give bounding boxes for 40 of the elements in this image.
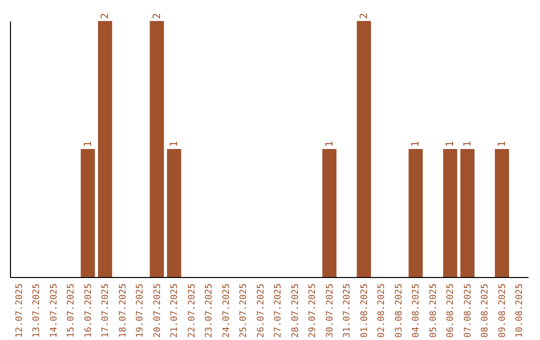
data-label: 2	[152, 12, 163, 19]
data-label: 1	[410, 140, 422, 147]
data-label: 1	[169, 140, 180, 147]
data-label: 1	[445, 140, 456, 147]
x-tick-label: 06.08.2025	[446, 284, 456, 338]
x-tick-label: 29.07.2025	[308, 284, 318, 338]
x-tick-label: 21.07.2025	[170, 284, 180, 338]
x-tick-label: 04.08.2025	[412, 284, 422, 338]
x-tick-label: 15.07.2025	[66, 284, 77, 338]
x-tick-label: 20.07.2025	[152, 284, 163, 338]
x-tick-label: 18.07.2025	[118, 284, 128, 338]
x-tick-label: 13.07.2025	[32, 284, 42, 338]
data-label: 1	[82, 140, 94, 147]
x-tick-label: 05.08.2025	[428, 284, 439, 338]
x-tick-label: 17.07.2025	[101, 284, 112, 338]
data-label: 1	[324, 140, 336, 147]
x-tick-label: 08.08.2025	[480, 284, 491, 338]
x-tick-label: 24.07.2025	[222, 284, 232, 338]
x-tick-label: 31.07.2025	[342, 284, 353, 338]
x-tick-label: 19.07.2025	[136, 284, 146, 338]
data-label: 2	[358, 12, 370, 19]
x-tick-label: 30.07.2025	[325, 284, 336, 338]
x-tick-label: 26.07.2025	[256, 284, 266, 338]
x-tick-label: 22.07.2025	[187, 284, 198, 338]
x-tick-label: 28.07.2025	[290, 284, 301, 338]
x-tick-label: 02.08.2025	[377, 284, 388, 338]
x-tick-label: 23.07.2025	[204, 284, 215, 338]
x-tick-label: 07.08.2025	[463, 284, 474, 338]
x-tick-label: 09.08.2025	[498, 284, 508, 338]
x-tick-label: 12.07.2025	[14, 284, 25, 338]
data-label: 2	[100, 12, 112, 19]
x-tick-label: 27.07.2025	[274, 284, 284, 338]
x-tick-label: 16.07.2025	[84, 284, 94, 338]
x-tick-label: 14.07.2025	[49, 284, 60, 338]
data-label: 1	[496, 140, 508, 147]
data-label: 1	[462, 140, 474, 147]
x-tick-label: 01.08.2025	[360, 284, 370, 338]
x-tick-label: 03.08.2025	[394, 284, 404, 338]
x-tick-label: 25.07.2025	[239, 284, 250, 338]
x-tick-label: 10.08.2025	[515, 284, 526, 338]
